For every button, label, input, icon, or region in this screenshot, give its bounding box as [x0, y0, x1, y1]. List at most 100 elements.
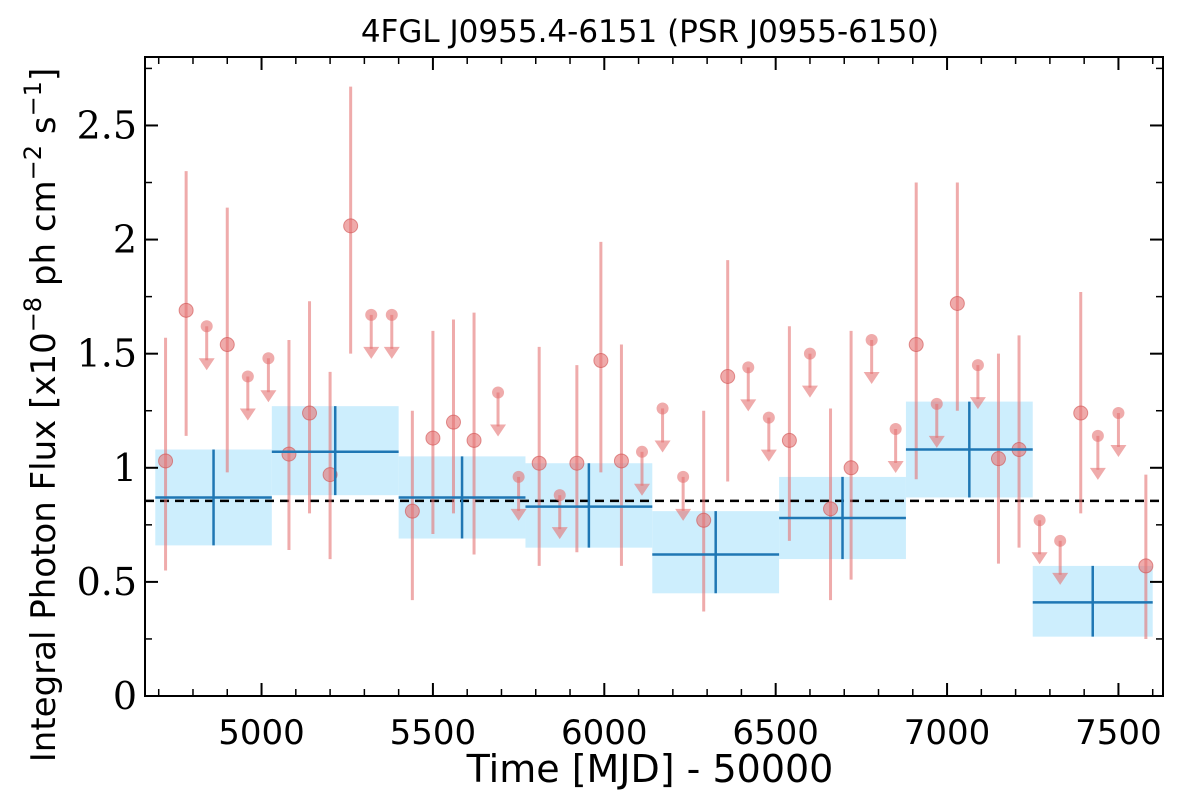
monthly-point-9 [445, 319, 461, 514]
yearly-bin-markers [155, 401, 1153, 637]
upper-limit-cap-16 [930, 397, 943, 410]
upper-limit-arrow-21 [1110, 445, 1127, 458]
monthly-point-10 [466, 312, 482, 555]
upper-limit-arrow-13 [801, 385, 818, 398]
upper-limit-arrow-9 [654, 440, 671, 453]
upper-limit-cap-1 [241, 370, 254, 383]
monthly-point-5 [322, 371, 338, 560]
monthly-marker-22 [990, 451, 1006, 467]
upper-limit-cap-2 [262, 352, 275, 365]
yearly-bin-7 [1032, 565, 1153, 637]
upper-limit-cap-20 [1091, 429, 1104, 442]
monthly-point-22 [990, 353, 1006, 564]
monthly-point-7 [404, 410, 420, 601]
monthly-marker-4 [302, 405, 318, 421]
monthly-marker-9 [445, 414, 461, 430]
x-axis-label: Time [MJD] - 50000 [466, 747, 834, 791]
monthly-marker-8 [425, 430, 441, 446]
upper-limit-arrow-3 [363, 346, 380, 359]
yearly-bin-1 [271, 406, 399, 496]
upper-limit-2 [260, 352, 277, 403]
monthly-point-1 [178, 171, 194, 436]
upper-limit-arrow-1 [239, 408, 256, 421]
y-tick-label-3: 1.5 [77, 332, 137, 376]
plot-frame [144, 56, 1164, 697]
upper-limit-arrow-12 [760, 449, 777, 462]
upper-limit-3 [363, 308, 380, 359]
monthly-point-2 [219, 207, 235, 473]
upper-limit-cap-15 [889, 422, 902, 435]
upper-limit-arrow-14 [863, 371, 880, 384]
y-tick-label-2: 1 [113, 446, 137, 490]
monthly-marker-12 [569, 455, 585, 471]
upper-limit-cap-0 [200, 320, 213, 333]
yearly-bin-bands [155, 401, 1153, 637]
monthly-point-14 [613, 344, 629, 566]
upper-limit-11 [740, 361, 757, 412]
monthly-marker-2 [219, 337, 235, 353]
upper-limit-arrow-5 [490, 424, 507, 437]
monthly-marker-5 [322, 467, 338, 483]
upper-limit-arrow-11 [740, 399, 757, 412]
upper-limit-cap-10 [677, 470, 690, 483]
upper-limit-arrow-18 [1031, 552, 1048, 565]
y-axis-label-exp3: −1 [19, 81, 47, 116]
monthly-marker-14 [613, 453, 629, 469]
upper-limit-arrow-10 [675, 508, 692, 521]
upper-limit-cap-11 [742, 361, 755, 374]
y-axis-label-exp2: −2 [19, 145, 47, 180]
monthly-marker-24 [1073, 405, 1089, 421]
monthly-point-18 [823, 408, 839, 601]
monthly-marker-18 [823, 501, 839, 517]
monthly-point-24 [1073, 292, 1089, 514]
upper-limit-arrow-8 [634, 483, 651, 496]
upper-limit-cap-21 [1112, 407, 1125, 420]
upper-limit-arrow-7 [551, 527, 568, 540]
monthly-marker-10 [466, 432, 482, 448]
upper-limit-17 [969, 359, 986, 410]
y-axis-label-prefix: Integral Photon Flux [x10 [24, 332, 64, 762]
monthly-point-17 [781, 326, 797, 541]
upper-limit-cap-3 [365, 308, 378, 321]
y-axis-label: Integral Photon Flux [x10−8 ph cm−2 s−1] [19, 68, 64, 762]
y-tick-label-1: 0.5 [77, 560, 137, 604]
upper-limit-cap-8 [636, 445, 649, 458]
upper-limit-arrow-6 [510, 508, 527, 521]
upper-limit-cap-9 [656, 402, 669, 415]
y-axis-label-mid2: s [24, 116, 64, 145]
monthly-marker-3 [281, 446, 297, 462]
monthly-marker-21 [949, 295, 965, 311]
upper-limit-cap-19 [1054, 534, 1067, 547]
monthly-point-8 [425, 330, 441, 534]
upper-limit-9 [654, 402, 671, 453]
axis-ticks [145, 57, 1163, 697]
monthly-marker-7 [404, 503, 420, 519]
upper-limit-6 [510, 470, 527, 521]
upper-limit-8 [634, 445, 651, 496]
y-axis-label-suffix: ] [24, 68, 64, 81]
tick-labels: 5000 5500 6000 6500 7000 7500 0 0.5 1 1.5 2 2.5 [77, 103, 1162, 753]
upper-limit-cap-7 [553, 489, 566, 502]
monthly-marker-16 [720, 369, 736, 384]
x-tick-label-3: 6500 [732, 713, 819, 753]
upper-limit-18 [1031, 514, 1048, 565]
x-tick-label-0: 5000 [218, 713, 305, 753]
upper-limit-12 [760, 411, 777, 462]
upper-limit-arrow-20 [1089, 467, 1106, 480]
upper-limit-arrow-4 [383, 346, 400, 359]
monthly-marker-11 [531, 455, 547, 471]
y-tick-label-4: 2 [113, 218, 137, 262]
monthly-point-12 [569, 365, 585, 553]
monthly-point-11 [531, 346, 547, 566]
yearly-bin-5 [779, 476, 906, 560]
upper-limit-5 [490, 386, 507, 437]
upper-limit-cap-12 [762, 411, 775, 424]
monthly-marker-6 [343, 218, 359, 234]
monthly-point-19 [843, 330, 859, 580]
upper-limit-cap-17 [971, 359, 984, 372]
monthly-marker-1 [178, 302, 194, 318]
monthly-point-4 [302, 301, 318, 514]
upper-limit-cap-5 [492, 386, 505, 399]
x-tick-label-5: 7500 [1075, 713, 1162, 753]
